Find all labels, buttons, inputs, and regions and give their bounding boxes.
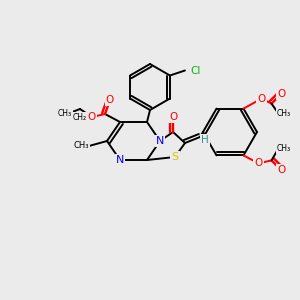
Text: O: O — [257, 94, 266, 103]
Text: O: O — [278, 88, 286, 99]
Text: CH₂: CH₂ — [73, 112, 87, 122]
Text: N: N — [156, 136, 164, 146]
Text: O: O — [169, 112, 177, 122]
Text: O: O — [106, 95, 114, 105]
Text: O: O — [254, 158, 262, 168]
Text: N: N — [116, 155, 124, 165]
Text: CH₃: CH₃ — [58, 110, 72, 118]
Text: O: O — [88, 112, 96, 122]
Text: H: H — [201, 135, 209, 145]
Text: CH₃: CH₃ — [73, 142, 89, 151]
Text: CH₃: CH₃ — [276, 109, 291, 118]
Text: S: S — [171, 152, 178, 162]
Text: Cl: Cl — [190, 65, 200, 76]
Text: CH₃: CH₃ — [276, 144, 291, 153]
Text: O: O — [278, 165, 286, 176]
